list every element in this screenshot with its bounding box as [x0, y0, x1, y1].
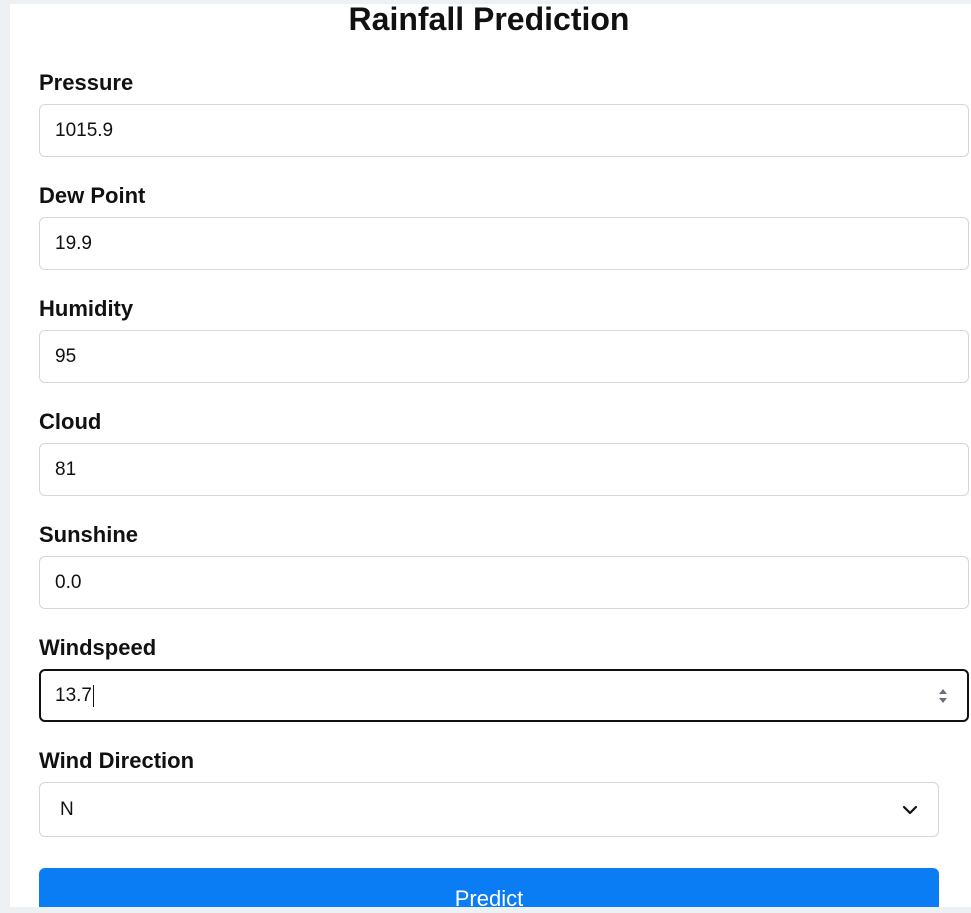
humidity-value: 95 — [55, 345, 77, 367]
number-spinner-icon[interactable] — [937, 687, 949, 705]
predict-button[interactable]: Predict — [39, 868, 939, 907]
sunshine-input[interactable]: 0.0 — [39, 556, 969, 609]
dew-point-value: 19.9 — [55, 232, 92, 254]
pressure-value: 1015.9 — [55, 119, 114, 141]
page-title: Rainfall Prediction — [348, 4, 630, 37]
windspeed-input[interactable]: 13.7 — [39, 669, 969, 722]
text-caret — [92, 684, 94, 707]
prediction-page: Rainfall Prediction Pressure 1015.9 Dew … — [10, 4, 971, 907]
cloud-input[interactable]: 81 — [39, 443, 969, 496]
windspeed-label: Windspeed — [39, 635, 157, 660]
dew-point-label: Dew Point — [39, 183, 146, 208]
wind-direction-label: Wind Direction — [39, 748, 195, 773]
wind-direction-value: N — [60, 798, 74, 820]
windspeed-value: 13.7 — [55, 684, 92, 706]
cloud-value: 81 — [55, 458, 77, 480]
pressure-label: Pressure — [39, 70, 134, 95]
cloud-label: Cloud — [39, 409, 102, 434]
wind-direction-select[interactable]: N — [39, 782, 939, 837]
chevron-down-icon — [902, 805, 918, 814]
sunshine-label: Sunshine — [39, 522, 139, 547]
pressure-input[interactable]: 1015.9 — [39, 104, 969, 157]
humidity-label: Humidity — [39, 296, 134, 321]
sunshine-value: 0.0 — [55, 571, 82, 593]
humidity-input[interactable]: 95 — [39, 330, 969, 383]
dew-point-input[interactable]: 19.9 — [39, 217, 969, 270]
